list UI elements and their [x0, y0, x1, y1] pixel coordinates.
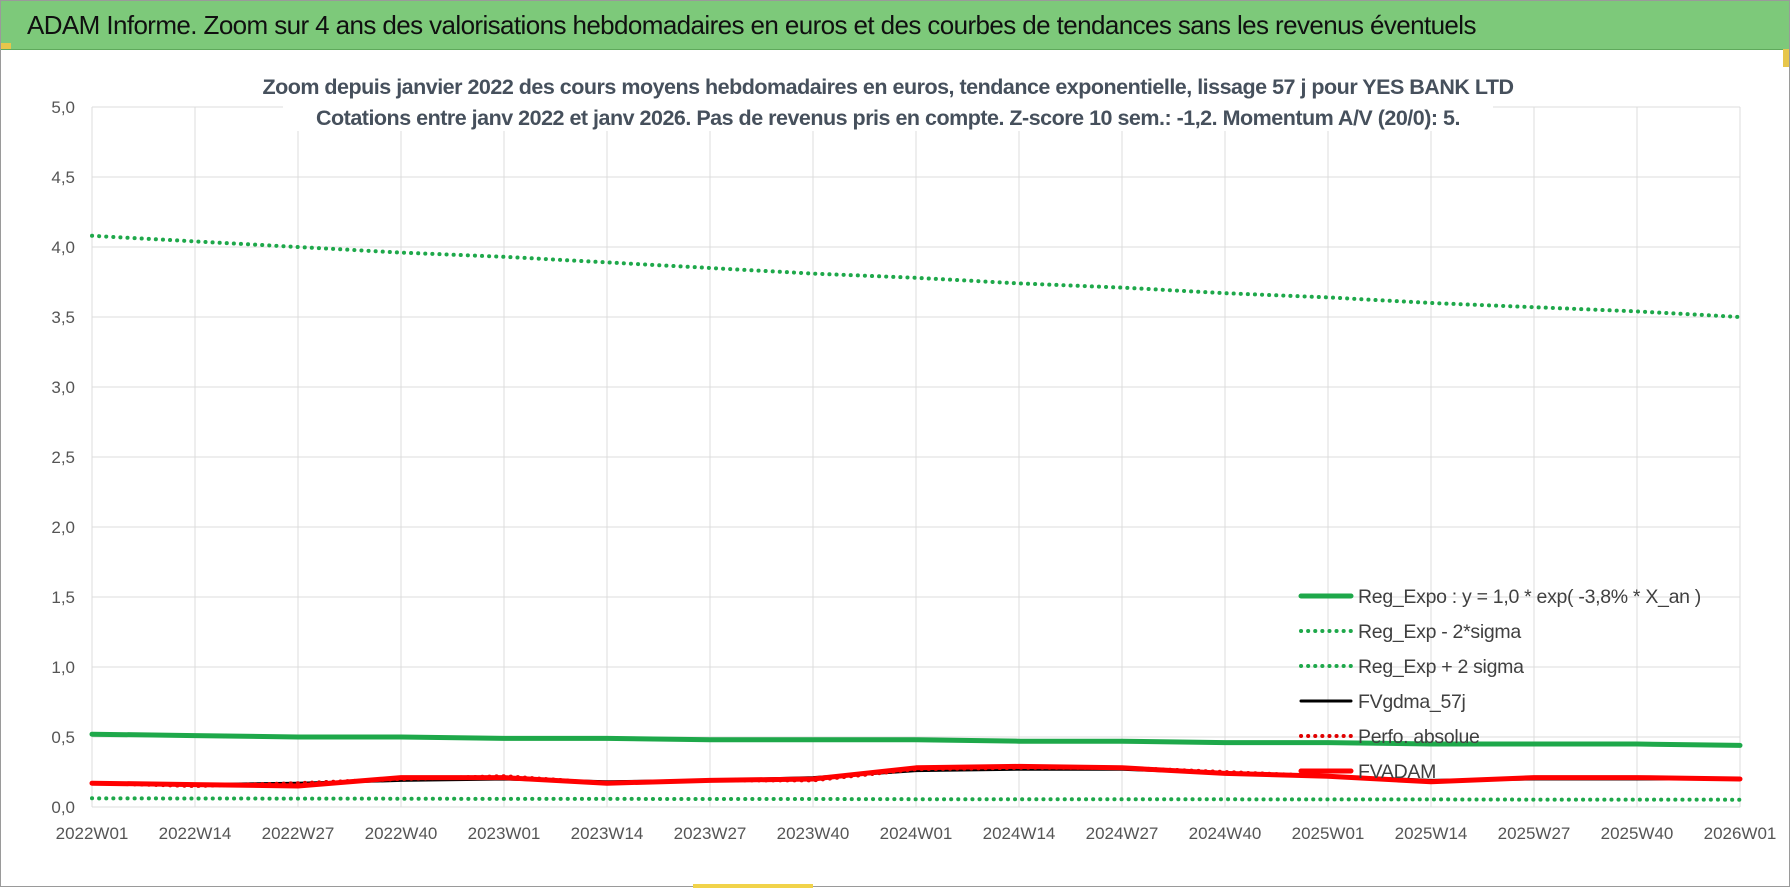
banner-title: ADAM Informe. Zoom sur 4 ans des valoris… — [27, 10, 1476, 41]
legend-label: Reg_Expo : y = 1,0 * exp( -3,8% * X_an ) — [1358, 586, 1701, 608]
x-tick-label: 2023W27 — [674, 824, 747, 843]
y-tick-label: 1,5 — [51, 588, 75, 607]
grid-lines — [92, 107, 1740, 807]
line-chart: Zoom depuis janvier 2022 des cours moyen… — [1, 49, 1789, 885]
x-tick-label: 2024W01 — [880, 824, 953, 843]
series-line-1 — [92, 798, 1740, 799]
y-tick-label: 2,5 — [51, 448, 75, 467]
legend-label: Reg_Exp - 2*sigma — [1358, 621, 1521, 643]
chart-title-line-2: Cotations entre janv 2022 et janv 2026. … — [316, 106, 1460, 130]
y-axis-ticks: 0,0 0,5 1,0 1,5 2,0 2,5 3,0 3,5 4,0 4,5 5,0 — [51, 98, 75, 817]
y-tick-label: 3,5 — [51, 308, 75, 327]
y-tick-label: 0,5 — [51, 728, 75, 747]
x-tick-label: 2022W40 — [365, 824, 438, 843]
x-tick-label: 2025W27 — [1498, 824, 1571, 843]
y-tick-label: 2,0 — [51, 518, 75, 537]
legend-label: FVgdma_57j — [1358, 691, 1466, 713]
y-tick-label: 0,0 — [51, 798, 75, 817]
y-tick-label: 1,0 — [51, 658, 75, 677]
x-tick-label: 2023W01 — [468, 824, 541, 843]
y-tick-label: 5,0 — [51, 98, 75, 117]
legend-label: Perfo. absolue — [1358, 726, 1480, 748]
y-tick-label: 4,0 — [51, 238, 75, 257]
x-tick-label: 2023W40 — [777, 824, 850, 843]
x-tick-label: 2026W01 — [1704, 824, 1777, 843]
x-tick-label: 2025W01 — [1292, 824, 1365, 843]
x-tick-label: 2024W14 — [983, 824, 1056, 843]
y-tick-label: 3,0 — [51, 378, 75, 397]
title-banner: ADAM Informe. Zoom sur 4 ans des valoris… — [1, 1, 1789, 50]
legend-label: Reg_Exp + 2 sigma — [1358, 656, 1524, 678]
x-tick-label: 2022W14 — [159, 824, 232, 843]
x-tick-label: 2022W01 — [56, 824, 129, 843]
x-tick-label: 2024W40 — [1189, 824, 1262, 843]
chart-title-line-1: Zoom depuis janvier 2022 des cours moyen… — [262, 75, 1513, 99]
legend-label: FVADAM — [1358, 761, 1436, 783]
x-tick-label: 2025W14 — [1395, 824, 1468, 843]
legend: Reg_Expo : y = 1,0 * exp( -3,8% * X_an )… — [1301, 586, 1701, 783]
x-tick-label: 2023W14 — [571, 824, 644, 843]
y-tick-label: 4,5 — [51, 168, 75, 187]
x-axis-ticks: 2022W01 2022W14 2022W27 2022W40 2023W01 2023W… — [56, 824, 1777, 843]
x-tick-label: 2024W27 — [1086, 824, 1159, 843]
x-tick-label: 2022W27 — [262, 824, 335, 843]
x-tick-label: 2025W40 — [1601, 824, 1674, 843]
